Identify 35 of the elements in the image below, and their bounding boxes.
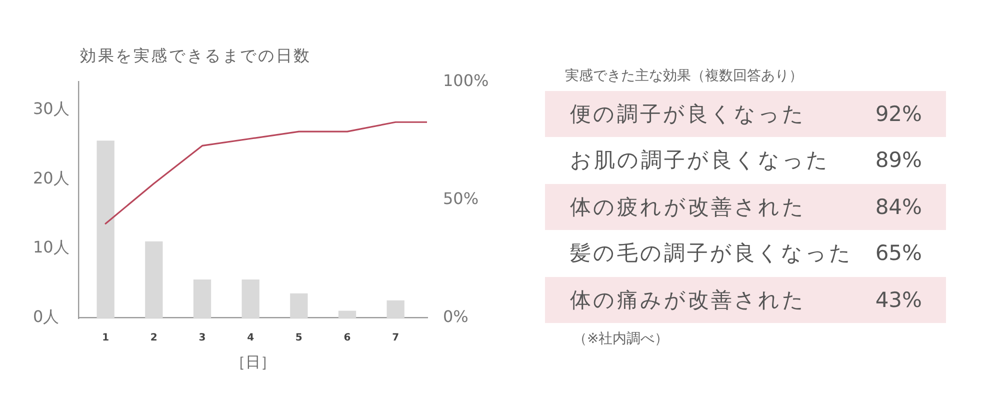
shaded-row: 体の痛みが改善された 43%: [545, 276, 946, 323]
x-tick-label: 1: [102, 332, 110, 344]
bar: [145, 241, 163, 318]
category-label: お肌の調子が良くなった: [570, 147, 830, 174]
shaded-row: 便の調子が良くなった 92%: [545, 91, 946, 137]
x-axis-title: ［日］: [230, 352, 276, 371]
y2-tick-label: 0%: [443, 307, 468, 326]
x-tick-label: 4: [247, 332, 254, 344]
shaded-row: 体の疲れが改善された 84%: [545, 184, 946, 230]
x-tick-label: 7: [392, 332, 400, 344]
category-label: 髪の毛の調子が良くなった: [570, 240, 853, 268]
chart-title: 効果を実感できるまでの日数: [80, 46, 312, 67]
x-tick-label: 2: [150, 332, 158, 344]
text: （※社内調べ）: [573, 330, 669, 348]
bar: [193, 279, 212, 318]
y-tick-label: 0人: [33, 307, 60, 326]
bar: [96, 140, 114, 318]
y-tick-label: 20人: [33, 168, 70, 188]
x-tick-label: 5: [295, 332, 302, 344]
text: 実感できた主な効果（複数回答あり）: [565, 67, 803, 85]
bar: [242, 279, 260, 318]
y2-tick-label: 100%: [443, 71, 489, 90]
y-tick-label: 10人: [33, 238, 70, 257]
text: 65%: [875, 241, 922, 266]
bar: [338, 310, 356, 318]
bar: [386, 300, 404, 318]
category-label: 体の疲れが改善された: [570, 194, 806, 221]
text: 89%: [875, 148, 922, 172]
x-tick-label: 6: [344, 332, 351, 344]
bar: [290, 293, 308, 318]
y2-tick-label: 50%: [443, 189, 479, 208]
category-label: 便の調子が良くなった: [570, 101, 806, 128]
x-tick-label: 3: [198, 332, 206, 344]
y-tick-label: 30人: [33, 98, 70, 118]
category-label: 体の痛みが改善された: [570, 286, 806, 314]
